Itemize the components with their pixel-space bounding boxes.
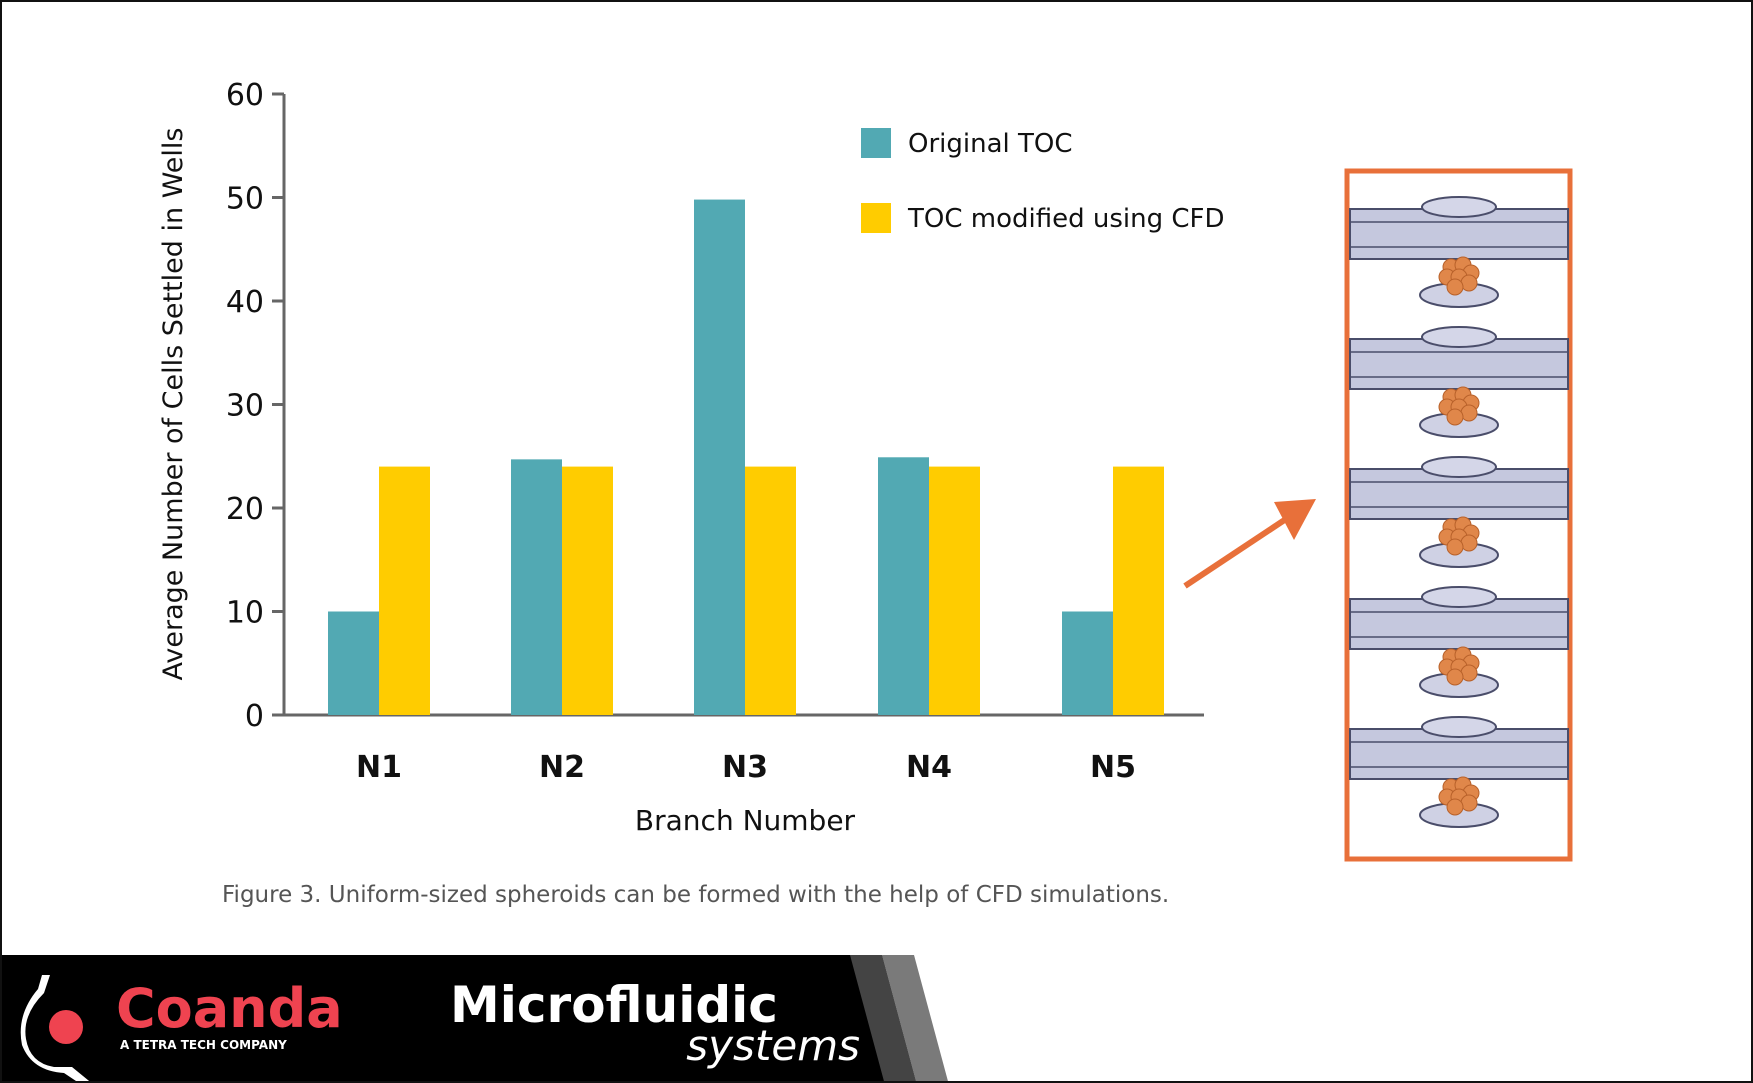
legend-label: Original TOC [908, 129, 1073, 159]
bar-chart: 0 10 20 30 40 50 60 N1 N2 N3 N4 N5 Original TOC TOC … [2, 2, 1573, 862]
bar-original-N2 [511, 459, 562, 715]
y-tick-label: 20 [226, 492, 264, 527]
y-tick-label: 50 [226, 182, 264, 217]
bar-original-N4 [878, 457, 929, 715]
well-icon [1350, 327, 1569, 438]
y-tick-label: 10 [226, 596, 264, 631]
x-tick-label: N3 [722, 750, 768, 785]
legend-label: TOC modified using CFD [907, 204, 1225, 234]
y-tick-label: 0 [245, 699, 264, 734]
x-tick-label: N2 [539, 750, 585, 785]
y-tick-label: 30 [226, 389, 264, 424]
arrow-icon [1183, 499, 1316, 589]
bar-modified-N4 [929, 466, 980, 715]
well-icon [1350, 717, 1569, 828]
brand-name: Coanda [116, 977, 343, 1040]
y-tick-label: 40 [226, 285, 264, 320]
bar-original-N1 [328, 611, 379, 715]
figure-caption: Figure 3. Uniform-sized spheroids can be… [222, 882, 1170, 908]
legend-swatch [861, 203, 891, 233]
x-axis-label: Branch Number [635, 804, 856, 837]
bar-original-N3 [694, 199, 745, 715]
bar-modified-N5 [1113, 466, 1164, 715]
product-line-2: systems [686, 1021, 860, 1070]
axes: 0 10 20 30 40 50 60 N1 N2 N3 N4 N5 [226, 78, 1204, 785]
stripe-dark [850, 955, 916, 1081]
legend: Original TOC TOC modified using CFD [861, 128, 1225, 234]
well-icon [1350, 587, 1569, 698]
well-icon [1350, 197, 1569, 308]
y-tick-label: 60 [226, 78, 264, 113]
bar-modified-N1 [379, 466, 430, 715]
y-axis-label: Average Number of Cells Settled in Wells [158, 128, 189, 681]
bar-modified-N3 [745, 466, 796, 715]
footer-banner: Coanda A TETRA TECH COMPANY Microfluidic… [2, 955, 1751, 1081]
legend-swatch [861, 128, 891, 158]
well-illustration [1183, 168, 1573, 862]
brand-tagline: A TETRA TECH COMPANY [120, 1038, 287, 1052]
x-tick-label: N4 [906, 750, 952, 785]
bars [328, 199, 1164, 715]
well-icon [1350, 457, 1569, 568]
x-tick-label: N5 [1090, 750, 1136, 785]
bar-modified-N2 [562, 466, 613, 715]
illustration-frame [1344, 168, 1573, 862]
x-tick-label: N1 [356, 750, 402, 785]
product-line-1: Microfluidic [450, 976, 778, 1034]
coanda-logo-icon [20, 975, 90, 1081]
stripe-light [882, 955, 948, 1081]
bar-original-N5 [1062, 611, 1113, 715]
